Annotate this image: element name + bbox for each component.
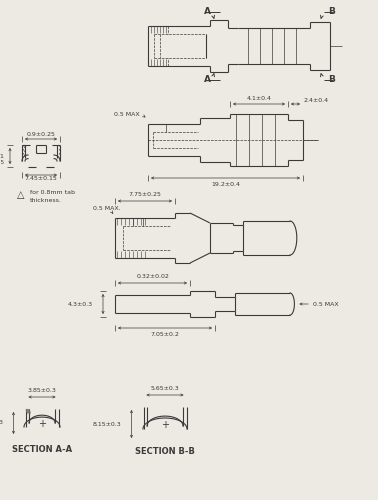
Text: 7.75±0.25: 7.75±0.25	[129, 192, 161, 196]
Text: 5.65±0.3: 5.65±0.3	[150, 386, 180, 390]
Text: +: +	[38, 419, 46, 429]
Text: ±0.15: ±0.15	[0, 160, 4, 164]
Text: 19.2±0.4: 19.2±0.4	[212, 182, 240, 188]
Text: B: B	[328, 8, 335, 16]
Text: 0.5 MAX: 0.5 MAX	[313, 302, 339, 306]
Text: △: △	[17, 190, 25, 200]
Text: SECTION A-A: SECTION A-A	[12, 444, 72, 454]
Text: 7.05±0.2: 7.05±0.2	[150, 332, 180, 338]
Text: thickness.: thickness.	[30, 198, 62, 202]
Text: 0.9±0.25: 0.9±0.25	[26, 132, 56, 138]
Text: 4.3±0.3: 4.3±0.3	[68, 302, 93, 306]
Text: A: A	[203, 8, 211, 16]
Text: B: B	[328, 76, 335, 84]
Text: 4.1±0.4: 4.1±0.4	[246, 96, 271, 100]
Text: 3.85±0.3: 3.85±0.3	[28, 388, 56, 392]
Text: 3.1: 3.1	[0, 154, 4, 158]
Text: SECTION B-B: SECTION B-B	[135, 446, 195, 456]
Text: 2.4±0.4: 2.4±0.4	[304, 98, 328, 102]
Text: A: A	[203, 76, 211, 84]
Text: +: +	[161, 420, 169, 430]
Text: 0.32±0.02: 0.32±0.02	[136, 274, 169, 278]
Text: 0.5 MAX.: 0.5 MAX.	[93, 206, 121, 212]
Text: 0.5 MAX: 0.5 MAX	[115, 112, 140, 116]
Text: 8.15±0.3: 8.15±0.3	[93, 422, 121, 426]
Text: 7.45±0.15: 7.45±0.15	[25, 176, 57, 182]
Text: for 0.8mm tab: for 0.8mm tab	[30, 190, 75, 196]
Text: 4.25±0.3: 4.25±0.3	[0, 420, 3, 426]
